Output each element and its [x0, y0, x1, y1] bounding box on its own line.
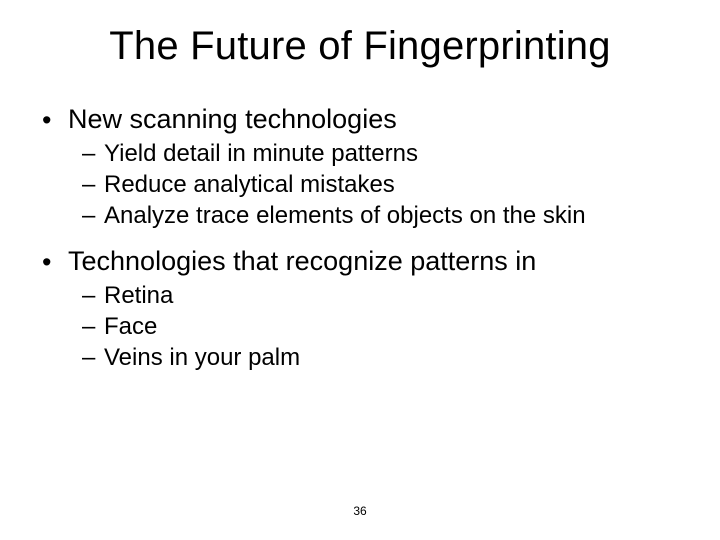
bullet-list-level2: Yield detail in minute patterns Reduce a… — [68, 139, 680, 231]
bullet-text: Face — [104, 313, 157, 340]
bullet-text: Veins in your palm — [104, 344, 300, 371]
bullet-list-level2: Retina Face Veins in your palm — [68, 281, 680, 373]
list-item: Reduce analytical mistakes — [104, 170, 680, 200]
bullet-text: Yield detail in minute patterns — [104, 140, 418, 167]
list-item: Analyze trace elements of objects on the… — [104, 201, 680, 231]
page-number: 36 — [0, 504, 720, 518]
bullet-text: Reduce analytical mistakes — [104, 171, 395, 198]
list-item: New scanning technologies Yield detail i… — [68, 103, 680, 231]
bullet-text: Analyze trace elements of objects on the… — [104, 202, 586, 229]
bullet-text: New scanning technologies — [68, 104, 397, 134]
bullet-text: Retina — [104, 282, 173, 309]
bullet-text: Technologies that recognize patterns in — [68, 246, 536, 276]
bullet-list-level1: New scanning technologies Yield detail i… — [40, 103, 680, 373]
list-item: Veins in your palm — [104, 343, 680, 373]
slide-title: The Future of Fingerprinting — [40, 24, 680, 69]
list-item: Retina — [104, 281, 680, 311]
slide: The Future of Fingerprinting New scannin… — [0, 0, 720, 540]
list-item: Yield detail in minute patterns — [104, 139, 680, 169]
slide-content: New scanning technologies Yield detail i… — [40, 103, 680, 373]
list-item: Face — [104, 312, 680, 342]
list-item: Technologies that recognize patterns in … — [68, 245, 680, 373]
